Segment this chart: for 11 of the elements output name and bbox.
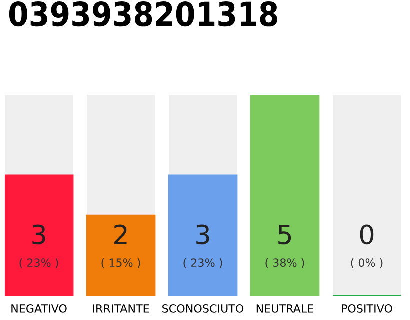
data-label: 3 ( 23% ) [20, 224, 58, 268]
data-label: 2 ( 15% ) [102, 224, 140, 268]
chart-title: 0393938201318 [9, 1, 278, 27]
x-tick-label: POSITIVO [342, 304, 392, 313]
data-label: 5 ( 38% ) [266, 225, 304, 268]
x-tick-label: IRRITANTE [93, 304, 150, 313]
x-tick-label: NEGATIVO [12, 304, 67, 313]
x-tick-label: SCONOSCIUTO [162, 304, 244, 313]
data-label: 3 ( 23% ) [184, 224, 222, 268]
x-tick-label: NEUTRALE [256, 304, 314, 313]
data-label: 0 ( 0% ) [351, 224, 383, 268]
